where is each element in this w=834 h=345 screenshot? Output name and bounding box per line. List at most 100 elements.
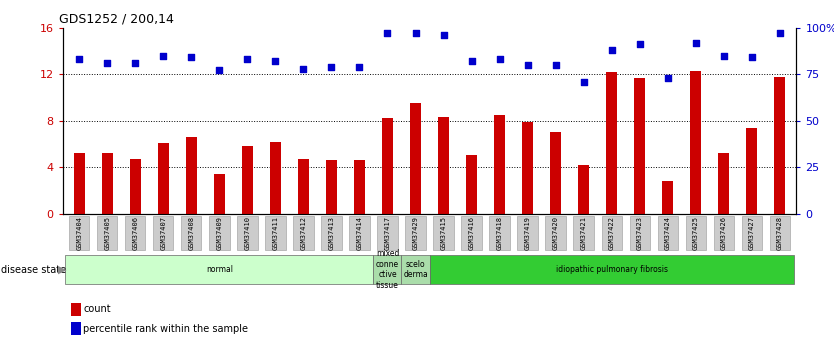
Text: mixed
conne
ctive
tissue: mixed conne ctive tissue [376,249,399,289]
Bar [102,153,113,214]
Bar [550,132,561,214]
Text: GSM37407: GSM37407 [160,216,167,250]
Text: GSM37414: GSM37414 [356,216,363,250]
Point [101,60,114,66]
Text: disease state: disease state [1,265,66,275]
Text: count: count [83,304,111,314]
Bar [214,174,225,214]
Text: GSM37409: GSM37409 [216,216,223,250]
Bar [466,155,477,214]
Bar [326,160,337,214]
Text: ▶: ▶ [58,265,66,275]
FancyBboxPatch shape [770,216,790,250]
Text: GSM37428: GSM37428 [776,216,782,250]
FancyBboxPatch shape [153,216,173,250]
Point [605,47,618,53]
FancyBboxPatch shape [574,216,594,250]
Text: GSM37411: GSM37411 [273,216,279,250]
FancyBboxPatch shape [434,216,454,250]
FancyBboxPatch shape [378,216,398,250]
Point [128,60,142,66]
FancyBboxPatch shape [461,216,481,250]
Point [465,58,478,64]
Point [773,30,786,36]
Bar [662,181,673,214]
Text: GSM37425: GSM37425 [692,216,699,250]
Point [577,79,590,85]
Text: idiopathic pulmonary fibrosis: idiopathic pulmonary fibrosis [555,265,667,274]
FancyBboxPatch shape [238,216,258,250]
Bar [409,103,421,214]
Text: GSM37429: GSM37429 [413,216,419,250]
FancyBboxPatch shape [65,255,374,284]
Point [324,64,338,69]
Text: GSM37421: GSM37421 [580,216,586,250]
FancyBboxPatch shape [430,255,794,284]
Text: GSM37410: GSM37410 [244,216,250,250]
FancyBboxPatch shape [125,216,145,250]
Text: scelo
derma: scelo derma [403,260,428,279]
FancyBboxPatch shape [209,216,229,250]
Point [549,62,562,68]
Point [157,53,170,58]
Bar [774,77,786,214]
Text: GSM37416: GSM37416 [469,216,475,250]
FancyBboxPatch shape [321,216,342,250]
Bar [578,165,589,214]
FancyBboxPatch shape [349,216,369,250]
Bar [270,142,281,214]
Text: GSM37404: GSM37404 [77,216,83,250]
FancyBboxPatch shape [294,216,314,250]
Point [633,42,646,47]
Point [269,58,282,64]
Text: GSM37408: GSM37408 [188,216,194,250]
Text: GSM37413: GSM37413 [329,216,334,250]
Point [437,32,450,38]
Bar [242,146,253,214]
Point [241,57,254,62]
Bar [73,153,85,214]
Point [409,30,422,36]
Point [521,62,535,68]
Text: GSM37406: GSM37406 [133,216,138,250]
Text: normal: normal [206,265,233,274]
Text: GSM37419: GSM37419 [525,216,530,250]
Point [185,55,198,60]
Bar [634,78,646,214]
FancyBboxPatch shape [517,216,538,250]
Point [717,53,731,58]
Text: GSM37418: GSM37418 [496,216,503,250]
Bar [298,159,309,214]
Text: GDS1252 / 200,14: GDS1252 / 200,14 [59,12,173,25]
Text: percentile rank within the sample: percentile rank within the sample [83,324,249,334]
FancyBboxPatch shape [545,216,565,250]
Text: GSM37422: GSM37422 [609,216,615,250]
FancyBboxPatch shape [601,216,621,250]
Point [381,30,394,36]
FancyBboxPatch shape [714,216,734,250]
Bar [606,72,617,214]
Point [213,68,226,73]
Text: GSM37424: GSM37424 [665,216,671,250]
Point [745,55,758,60]
FancyBboxPatch shape [181,216,202,250]
Bar [746,128,757,214]
Point [689,40,702,45]
FancyBboxPatch shape [490,216,510,250]
Point [353,64,366,69]
Text: GSM37412: GSM37412 [300,216,306,250]
Text: GSM37423: GSM37423 [636,216,643,250]
Bar [718,153,729,214]
FancyBboxPatch shape [374,255,401,284]
FancyBboxPatch shape [401,255,430,284]
FancyBboxPatch shape [657,216,678,250]
FancyBboxPatch shape [405,216,425,250]
Bar [690,71,701,214]
FancyBboxPatch shape [265,216,285,250]
Bar [382,118,393,214]
FancyBboxPatch shape [741,216,761,250]
Bar [158,143,169,214]
Bar [522,122,533,214]
Text: GSM37405: GSM37405 [104,216,110,250]
Bar [130,159,141,214]
